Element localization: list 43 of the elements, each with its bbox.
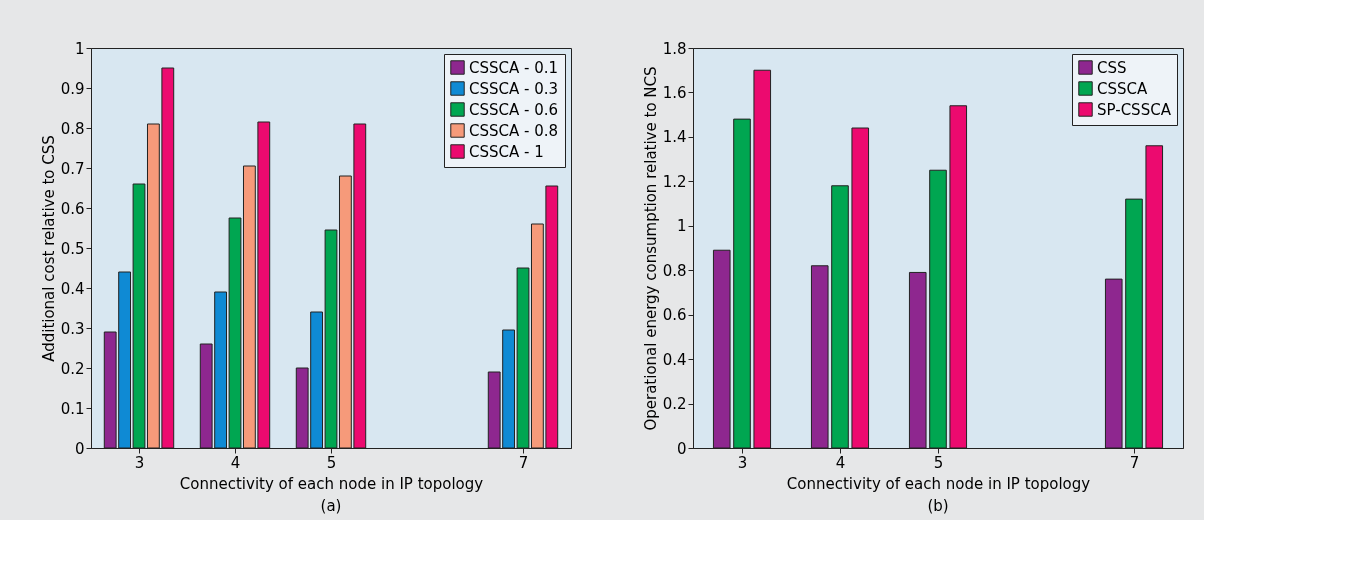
y-tick-label: 0.5 bbox=[60, 239, 85, 258]
y-tick-label: 1 bbox=[676, 217, 687, 236]
y-axis-title: Additional cost relative to CSS bbox=[39, 135, 58, 362]
y-tick-label: 0.6 bbox=[662, 306, 687, 325]
y-tick-label: 0.4 bbox=[60, 279, 85, 298]
legend-label: CSSCA - 0.6 bbox=[469, 100, 559, 119]
y-tick-label: 0 bbox=[74, 439, 85, 458]
y-tick-label: 0.9 bbox=[60, 79, 85, 98]
x-tick-label: 4 bbox=[230, 453, 241, 472]
x-tick-label: 3 bbox=[134, 453, 145, 472]
y-tick-label: 1.4 bbox=[662, 128, 687, 147]
y-tick-label: 0.4 bbox=[662, 350, 687, 369]
y-tick-label: 0.6 bbox=[60, 199, 85, 218]
y-tick-label: 1.6 bbox=[662, 83, 687, 102]
x-tick-label: 3 bbox=[737, 453, 748, 472]
y-tick-label: 1 bbox=[74, 39, 85, 58]
y-tick-label: 0.7 bbox=[60, 159, 85, 178]
legend-label: CSSCA - 0.3 bbox=[469, 79, 559, 98]
x-tick-label: 4 bbox=[835, 453, 846, 472]
y-tick-label: 0.3 bbox=[60, 319, 85, 338]
y-tick-label: 0.2 bbox=[662, 395, 687, 414]
x-tick-label: 5 bbox=[933, 453, 944, 472]
x-tick-label: 7 bbox=[1129, 453, 1140, 472]
legend-label: CSS bbox=[1097, 58, 1127, 77]
legend-label: CSSCA bbox=[1097, 79, 1148, 98]
y-tick-label: 0.2 bbox=[60, 359, 85, 378]
text: (a) bbox=[320, 497, 342, 515]
y-tick-label: 0 bbox=[676, 439, 687, 458]
y-axis-title: Operational energy consumption relative to NCS bbox=[641, 66, 660, 431]
legend-label: CSSCA - 0.8 bbox=[469, 121, 559, 140]
text: (b) bbox=[927, 497, 949, 515]
y-tick-label: 1.2 bbox=[662, 172, 687, 191]
y-tick-label: 0.8 bbox=[60, 119, 85, 138]
x-tick-label: 5 bbox=[326, 453, 337, 472]
y-tick-label: 0.8 bbox=[662, 261, 687, 280]
legend-label: SP-CSSCA bbox=[1097, 100, 1172, 119]
legend-label: CSSCA - 1 bbox=[469, 142, 544, 161]
x-axis-title: Connectivity of each node in IP topology bbox=[179, 474, 484, 493]
y-tick-label: 1.8 bbox=[662, 39, 687, 58]
legend-label: CSSCA - 0.1 bbox=[469, 58, 559, 77]
y-tick-label: 0.1 bbox=[60, 399, 85, 418]
x-tick-label: 7 bbox=[518, 453, 529, 472]
x-axis-title: Connectivity of each node in IP topology bbox=[786, 474, 1091, 493]
